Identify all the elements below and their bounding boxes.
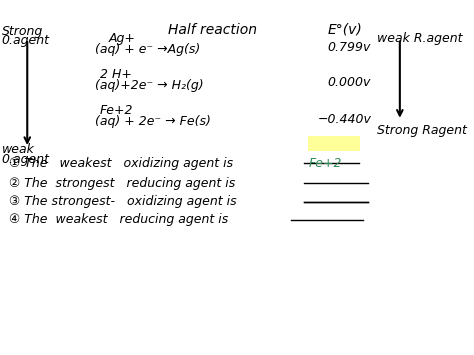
Text: Strong Ragent: Strong Ragent <box>377 124 467 137</box>
Text: 0.000v: 0.000v <box>327 76 371 89</box>
Text: 0.agent: 0.agent <box>2 34 50 47</box>
Text: Fe+2: Fe+2 <box>100 104 134 118</box>
Text: ③ The strongest-   oxidizing agent is: ③ The strongest- oxidizing agent is <box>9 195 237 208</box>
Text: Half reaction: Half reaction <box>168 23 257 37</box>
Text: 0.agent: 0.agent <box>2 153 50 165</box>
Text: Strong: Strong <box>2 25 43 38</box>
Text: Ag+: Ag+ <box>109 32 136 45</box>
Text: ② The  strongest   reducing agent is: ② The strongest reducing agent is <box>9 177 235 190</box>
Text: (aq)+2e⁻ → H₂(g): (aq)+2e⁻ → H₂(g) <box>95 79 204 92</box>
Text: (aq) + 2e⁻ → Fe(s): (aq) + 2e⁻ → Fe(s) <box>95 115 211 128</box>
Text: weak: weak <box>2 143 35 157</box>
Text: (aq) + e⁻ →Ag(s): (aq) + e⁻ →Ag(s) <box>95 43 201 55</box>
FancyBboxPatch shape <box>308 136 360 151</box>
Text: E°(v): E°(v) <box>327 23 362 37</box>
Text: ④ The  weakest   reducing agent is: ④ The weakest reducing agent is <box>9 213 228 226</box>
Text: −0.440v: −0.440v <box>318 114 372 126</box>
Text: Fe+2: Fe+2 <box>309 157 343 170</box>
Text: weak R.agent: weak R.agent <box>377 32 463 45</box>
Text: ① The   weakest   oxidizing agent is: ① The weakest oxidizing agent is <box>9 157 233 170</box>
Text: 2 H+: 2 H+ <box>100 68 132 81</box>
Text: 0.799v: 0.799v <box>327 41 371 54</box>
